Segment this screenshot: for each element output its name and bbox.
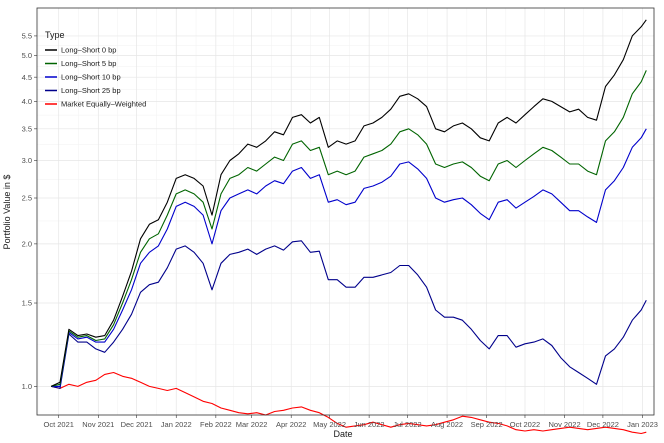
x-tick-label: Nov 2021: [82, 420, 114, 429]
series-line: [50, 371, 647, 435]
legend-label: Long–Short 0 bp: [61, 46, 116, 55]
x-tick-label: Mar 2022: [236, 420, 268, 429]
legend-label: Long–Short 25 bp: [61, 86, 121, 95]
x-tick-label: Apr 2022: [276, 420, 306, 429]
legend-label: Long–Short 10 bp: [61, 73, 121, 82]
series-line: [51, 128, 647, 387]
x-tick-label: Dec 2022: [587, 420, 619, 429]
x-tick-label: Nov 2022: [549, 420, 581, 429]
x-tick-label: Jun 2022: [354, 420, 385, 429]
y-tick-label: 1.0: [22, 382, 32, 391]
y-axis-ticks: 1.0 1.5 2.0 2.5 3.0 3.5 4.0 4.5 5.0 5.5: [22, 32, 37, 391]
x-tick-label: Sep 2022: [471, 420, 503, 429]
legend-label: Market Equally–Weighted: [61, 100, 146, 109]
y-tick-label: 5.5: [22, 32, 32, 41]
series-line: [50, 240, 647, 389]
x-tick-label: Oct 2021: [43, 420, 73, 429]
y-tick-label: 2.0: [22, 239, 32, 248]
y-tick-label: 4.5: [22, 73, 32, 82]
series-line: [50, 19, 647, 387]
legend-title: Type: [45, 30, 65, 40]
x-tick-label: Feb 2022: [200, 420, 232, 429]
x-tick-label: May 2022: [313, 420, 346, 429]
y-axis-title: Portfolio Value in $: [2, 175, 12, 250]
y-tick-label: 5.0: [22, 51, 32, 60]
x-axis-title: Date: [333, 429, 352, 439]
plot-border: [36, 7, 655, 416]
x-tick-label: Aug 2022: [431, 420, 463, 429]
minor-gridlines: [37, 8, 654, 415]
x-axis-ticks: Oct 2021 Nov 2021 Dec 2021 Jan 2022 Feb 2022…: [43, 415, 658, 429]
y-tick-label: 4.0: [22, 97, 32, 106]
y-tick-label: 3.5: [22, 124, 32, 133]
y-tick-label: 3.0: [22, 156, 32, 165]
y-tick-label: 1.5: [22, 299, 32, 308]
y-tick-label: 2.5: [22, 194, 32, 203]
series-line: [50, 70, 647, 387]
x-tick-label: Oct 2022: [510, 420, 540, 429]
x-tick-label: Jul 2022: [393, 420, 421, 429]
legend-label: Long–Short 5 bp: [61, 59, 116, 68]
series-lines: [50, 19, 647, 435]
x-tick-label: Jan 2023: [627, 420, 658, 429]
x-tick-label: Dec 2021: [121, 420, 153, 429]
x-tick-label: Jan 2022: [161, 420, 192, 429]
legend-items: Long–Short 0 bp Long–Short 5 bp Long–Short…: [45, 46, 146, 109]
major-gridlines: [37, 8, 654, 415]
